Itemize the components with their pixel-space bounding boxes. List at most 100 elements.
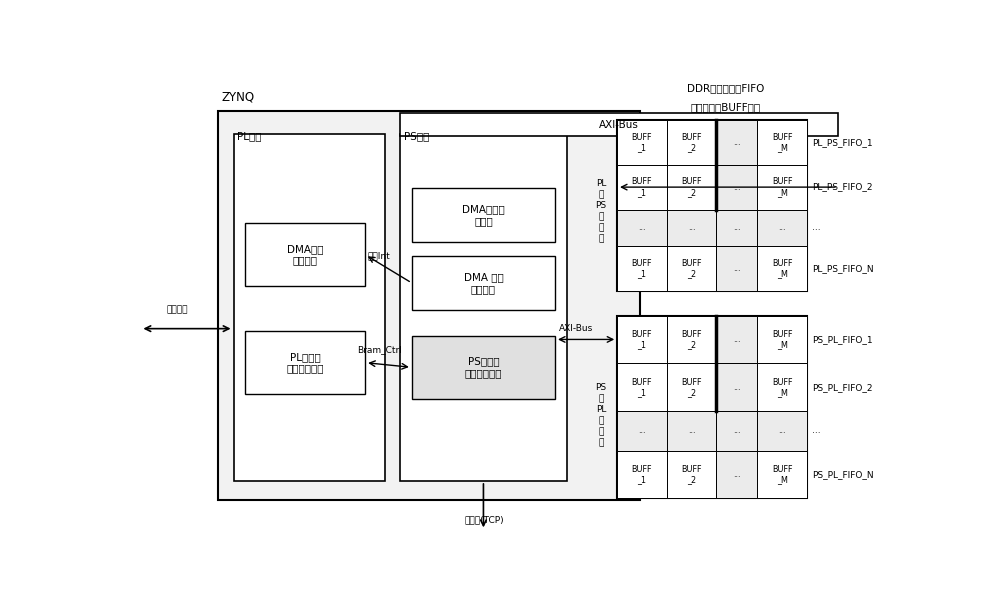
Bar [757, 209, 807, 247]
Bar [716, 315, 757, 364]
Text: BUFF
_1: BUFF _1 [632, 133, 652, 152]
Text: 数据总线: 数据总线 [167, 305, 188, 314]
Bar [617, 165, 667, 209]
Text: ...: ... [733, 264, 741, 273]
Text: PS_PL_FIFO_2: PS_PL_FIFO_2 [812, 383, 872, 392]
Bar [716, 451, 757, 498]
Bar [757, 315, 807, 364]
Bar [667, 209, 716, 247]
Text: BUFF
_M: BUFF _M [772, 177, 792, 197]
Text: PL_PS_FIFO_N: PL_PS_FIFO_N [812, 264, 873, 273]
Bar [757, 247, 807, 291]
Text: BUFF
_1: BUFF _1 [632, 259, 652, 278]
Text: ...: ... [688, 426, 695, 435]
Text: BUFF
_M: BUFF _M [772, 465, 792, 484]
Bar [716, 364, 757, 411]
Text: PS
写
PL
读
区
域: PS 写 PL 读 区 域 [595, 383, 606, 448]
Text: BUFF
_M: BUFF _M [772, 259, 792, 278]
Bar [667, 451, 716, 498]
Bar [667, 315, 716, 364]
Text: ...: ... [812, 224, 820, 233]
Text: PL单元: PL单元 [237, 131, 262, 141]
Text: BUFF
_1: BUFF _1 [632, 329, 652, 349]
Bar [245, 331, 365, 394]
Bar [617, 315, 667, 364]
Text: PL_PS_FIFO_1: PL_PS_FIFO_1 [812, 138, 872, 147]
Text: BUFF
_2: BUFF _2 [681, 329, 702, 349]
Bar [757, 451, 807, 498]
Text: ...: ... [778, 224, 786, 233]
Text: 多数据缓存BUFF单元: 多数据缓存BUFF单元 [691, 102, 761, 112]
Bar [617, 411, 667, 451]
Text: ...: ... [733, 183, 741, 192]
Text: DDR多通道数据FIFO: DDR多通道数据FIFO [687, 83, 764, 94]
Bar [234, 134, 385, 481]
Text: ...: ... [733, 470, 741, 479]
Text: BUFF
_2: BUFF _2 [681, 259, 702, 278]
Text: ZYNQ: ZYNQ [222, 91, 255, 104]
Bar [716, 209, 757, 247]
Bar [617, 120, 667, 165]
Bar [716, 165, 757, 209]
Text: PS_PL_FIFO_1: PS_PL_FIFO_1 [812, 335, 872, 344]
Bar [412, 256, 555, 310]
Bar [218, 111, 640, 500]
Text: ...: ... [733, 383, 741, 392]
Bar [716, 411, 757, 451]
Text: BUFF
_2: BUFF _2 [681, 378, 702, 397]
Bar [716, 120, 757, 165]
Bar [617, 315, 807, 498]
Bar [617, 247, 667, 291]
Bar [617, 120, 807, 291]
Text: AXI-Bus: AXI-Bus [599, 119, 639, 130]
Text: DMA读写
控制单元: DMA读写 控制单元 [287, 244, 323, 266]
Bar [412, 336, 555, 399]
Bar [245, 223, 365, 286]
Text: BUFF
_1: BUFF _1 [632, 177, 652, 197]
Bar [617, 209, 667, 247]
Text: DMA数据传
输单元: DMA数据传 输单元 [462, 204, 505, 226]
Text: PL端入队
出队指针单元: PL端入队 出队指针单元 [286, 352, 324, 373]
Bar [757, 364, 807, 411]
Bar [667, 120, 716, 165]
Bar [667, 247, 716, 291]
Text: 中断Int: 中断Int [368, 252, 391, 261]
Bar [716, 247, 757, 291]
Text: ...: ... [733, 138, 741, 147]
Text: DMA 中断
服务单元: DMA 中断 服务单元 [464, 272, 503, 294]
Bar [667, 411, 716, 451]
Text: BUFF
_2: BUFF _2 [681, 133, 702, 152]
Bar [757, 411, 807, 451]
Bar [400, 113, 838, 136]
Bar [400, 134, 567, 481]
Text: Bram_Ctrl: Bram_Ctrl [357, 345, 402, 354]
Bar [617, 364, 667, 411]
Text: PS单元: PS单元 [404, 131, 429, 141]
Text: BUFF
_1: BUFF _1 [632, 378, 652, 397]
Text: BUFF
_M: BUFF _M [772, 378, 792, 397]
Text: ...: ... [638, 426, 646, 435]
Bar [617, 451, 667, 498]
Bar [667, 165, 716, 209]
Text: BUFF
_1: BUFF _1 [632, 465, 652, 484]
Bar [667, 364, 716, 411]
Bar [757, 120, 807, 165]
Bar [412, 188, 555, 242]
Text: BUFF
_M: BUFF _M [772, 133, 792, 152]
Text: PL
写
PS
读
区
域: PL 写 PS 读 区 域 [595, 179, 606, 244]
Text: PL_PS_FIFO_2: PL_PS_FIFO_2 [812, 183, 872, 192]
Text: BUFF
_M: BUFF _M [772, 329, 792, 349]
Text: PS端入队
出队指针单元: PS端入队 出队指针单元 [465, 356, 502, 378]
Text: BUFF
_2: BUFF _2 [681, 465, 702, 484]
Text: AXI-Bus: AXI-Bus [559, 324, 593, 333]
Text: ...: ... [733, 335, 741, 344]
Text: PS_PL_FIFO_N: PS_PL_FIFO_N [812, 470, 873, 479]
Text: 以太网(TCP): 以太网(TCP) [464, 515, 504, 524]
Text: ...: ... [733, 426, 741, 435]
Text: ...: ... [812, 426, 820, 435]
Bar [757, 165, 807, 209]
Text: ...: ... [638, 224, 646, 233]
Text: ...: ... [778, 426, 786, 435]
Text: ...: ... [733, 224, 741, 233]
Text: BUFF
_2: BUFF _2 [681, 177, 702, 197]
